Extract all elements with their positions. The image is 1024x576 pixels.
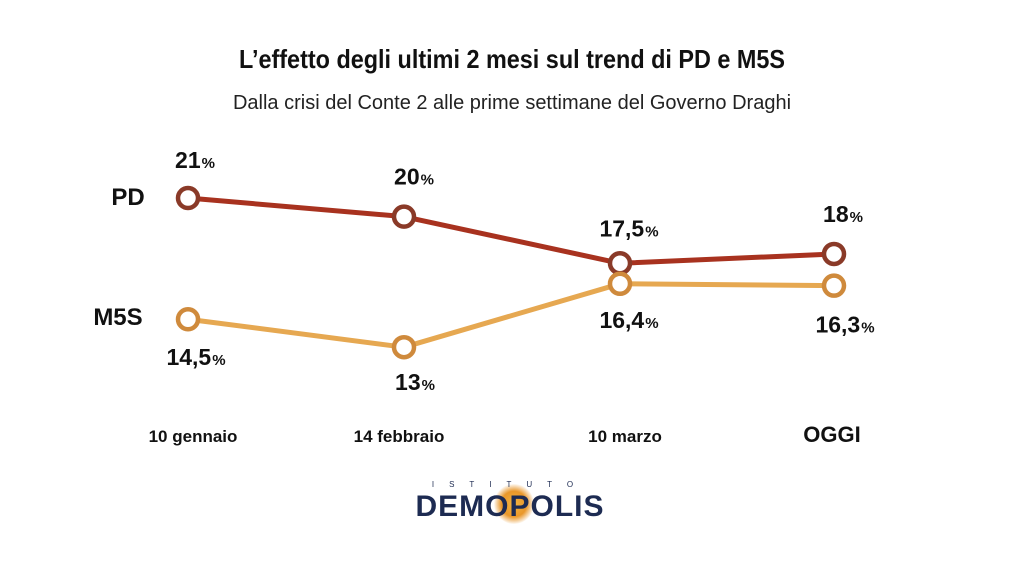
value-unit: % <box>645 223 658 240</box>
x-tick-label: 10 marzo <box>588 427 662 446</box>
data-point-marker <box>175 185 201 211</box>
x-tick-label: 14 febbraio <box>354 427 445 446</box>
data-point-marker <box>607 271 633 297</box>
value-unit: % <box>202 155 215 172</box>
value-number: 16,3 <box>815 312 860 338</box>
value-unit: % <box>850 209 863 226</box>
value-unit: % <box>861 320 874 337</box>
series-name-label: M5S <box>93 304 142 331</box>
chart-title: L’effetto degli ultimi 2 mesi sul trend … <box>238 44 786 74</box>
x-tick-label: OGGI <box>803 422 860 447</box>
data-value-label: 14,5% <box>166 344 225 370</box>
data-value-label: 16,4% <box>599 307 658 333</box>
data-value-label: 16,3% <box>815 312 874 338</box>
data-value-label: 21% <box>175 147 215 173</box>
demopolis-logo: ISTITUTO DEMOPOLIS <box>398 480 622 530</box>
value-unit: % <box>645 315 658 332</box>
data-point-marker <box>821 273 847 298</box>
x-tick-label: 10 gennaio <box>149 427 238 446</box>
data-point-marker <box>391 204 417 229</box>
series-line-pd <box>187 195 835 266</box>
data-value-label: 18% <box>823 201 863 227</box>
value-number: 14,5 <box>166 344 211 370</box>
logo-main-text: DEMOPOLIS <box>415 490 605 523</box>
data-point-marker <box>821 241 847 267</box>
data-point-marker <box>391 334 417 360</box>
series-name-label: PD <box>111 184 144 211</box>
value-unit: % <box>421 172 434 189</box>
value-number: 13 <box>395 369 421 395</box>
value-number: 18 <box>823 201 849 227</box>
value-number: 21 <box>175 147 201 173</box>
chart-subtitle: Dalla crisi del Conte 2 alle prime setti… <box>232 92 792 114</box>
data-point-marker <box>607 251 633 276</box>
logo-glow <box>494 484 534 524</box>
data-value-label: 20% <box>394 164 434 190</box>
data-value-label: 17,5% <box>599 215 658 241</box>
value-unit: % <box>212 352 225 369</box>
value-number: 20 <box>394 164 420 190</box>
data-value-label: 13% <box>395 369 435 395</box>
value-number: 17,5 <box>599 215 644 241</box>
logo-small-text: ISTITUTO <box>431 480 589 489</box>
series-line-m5s <box>187 281 835 350</box>
value-unit: % <box>422 377 435 394</box>
value-number: 16,4 <box>599 307 644 333</box>
data-point-marker <box>175 306 201 332</box>
